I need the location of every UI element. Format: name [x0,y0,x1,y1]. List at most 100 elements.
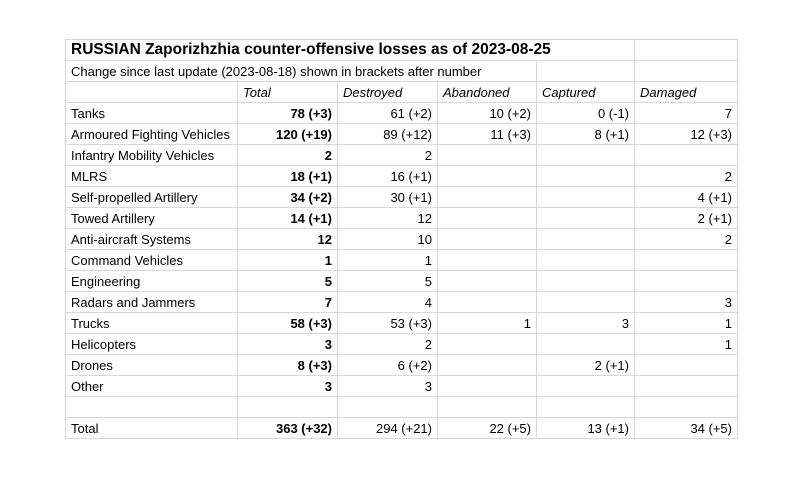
captured-cell: 2 (+1) [536,354,635,376]
table-row: Helicopters 3 2 1 [65,333,738,355]
captured-cell [536,333,635,355]
row-label: Infantry Mobility Vehicles [65,144,238,166]
abandoned-cell: 11 (+3) [437,123,537,145]
row-label: Armoured Fighting Vehicles [65,123,238,145]
total-cell: 18 (+1) [237,165,338,187]
table-row: Engineering 5 5 [65,270,738,292]
table-row: Armoured Fighting Vehicles 120 (+19) 89 … [65,123,738,145]
captured-cell [536,186,635,208]
row-label: Command Vehicles [65,249,238,271]
captured-cell: 8 (+1) [536,123,635,145]
total-cell: 78 (+3) [237,102,338,124]
damaged-cell [634,375,738,397]
table-row: Self-propelled Artillery 34 (+2) 30 (+1)… [65,186,738,208]
total-cell: 5 [237,270,338,292]
destroyed-cell: 16 (+1) [337,165,438,187]
abandoned-cell: 1 [437,312,537,334]
captured-cell [536,375,635,397]
empty-cell [337,396,438,418]
abandoned-cell [437,270,537,292]
destroyed-cell: 1 [337,249,438,271]
row-label: Other [65,375,238,397]
destroyed-cell: 2 [337,144,438,166]
damaged-cell: 2 (+1) [634,207,738,229]
footer-damaged-cell: 34 (+5) [634,417,738,439]
total-cell: 12 [237,228,338,250]
row-label: Trucks [65,312,238,334]
table-row: Tanks 78 (+3) 61 (+2) 10 (+2) 0 (-1) 7 [65,102,738,124]
total-cell: 7 [237,291,338,313]
row-label: Tanks [65,102,238,124]
column-header-destroyed: Destroyed [337,81,438,103]
table-row: Radars and Jammers 7 4 3 [65,291,738,313]
total-cell: 120 (+19) [237,123,338,145]
empty-cell [536,60,635,82]
table-row: Command Vehicles 1 1 [65,249,738,271]
total-cell: 1 [237,249,338,271]
footer-abandoned-cell: 22 (+5) [437,417,537,439]
title-row: RUSSIAN Zaporizhzhia counter-offensive l… [65,39,738,61]
row-label: MLRS [65,165,238,187]
total-cell: 8 (+3) [237,354,338,376]
destroyed-cell: 30 (+1) [337,186,438,208]
destroyed-cell: 3 [337,375,438,397]
table-row: Infantry Mobility Vehicles 2 2 [65,144,738,166]
row-label: Towed Artillery [65,207,238,229]
captured-cell [536,270,635,292]
captured-cell [536,249,635,271]
row-label: Self-propelled Artillery [65,186,238,208]
table-row: MLRS 18 (+1) 16 (+1) 2 [65,165,738,187]
spacer-row [65,396,738,418]
abandoned-cell [437,249,537,271]
table-row: Drones 8 (+3) 6 (+2) 2 (+1) [65,354,738,376]
destroyed-cell: 89 (+12) [337,123,438,145]
column-header-abandoned: Abandoned [437,81,537,103]
empty-cell [634,39,738,61]
destroyed-cell: 12 [337,207,438,229]
abandoned-cell [437,144,537,166]
row-label: Drones [65,354,238,376]
footer-total-row: Total 363 (+32) 294 (+21) 22 (+5) 13 (+1… [65,417,738,439]
captured-cell [536,207,635,229]
damaged-cell: 2 [634,165,738,187]
damaged-cell: 7 [634,102,738,124]
subtitle-row: Change since last update (2023-08-18) sh… [65,60,738,82]
column-header-damaged: Damaged [634,81,738,103]
empty-cell [237,396,338,418]
total-cell: 2 [237,144,338,166]
total-cell: 34 (+2) [237,186,338,208]
damaged-cell [634,354,738,376]
abandoned-cell [437,165,537,187]
captured-cell [536,291,635,313]
abandoned-cell [437,375,537,397]
empty-cell [634,60,738,82]
row-label: Anti-aircraft Systems [65,228,238,250]
damaged-cell: 1 [634,333,738,355]
abandoned-cell: 10 (+2) [437,102,537,124]
captured-cell: 3 [536,312,635,334]
destroyed-cell: 10 [337,228,438,250]
destroyed-cell: 53 (+3) [337,312,438,334]
damaged-cell: 12 (+3) [634,123,738,145]
empty-cell [634,396,738,418]
empty-cell [536,396,635,418]
abandoned-cell [437,291,537,313]
abandoned-cell [437,333,537,355]
destroyed-cell: 4 [337,291,438,313]
table-row: Towed Artillery 14 (+1) 12 2 (+1) [65,207,738,229]
damaged-cell: 2 [634,228,738,250]
abandoned-cell [437,354,537,376]
total-cell: 3 [237,375,338,397]
row-label: Radars and Jammers [65,291,238,313]
footer-destroyed-cell: 294 (+21) [337,417,438,439]
total-cell: 3 [237,333,338,355]
column-header-total: Total [237,81,338,103]
captured-cell [536,144,635,166]
destroyed-cell: 61 (+2) [337,102,438,124]
abandoned-cell [437,228,537,250]
captured-cell [536,165,635,187]
captured-cell: 0 (-1) [536,102,635,124]
table-row: Trucks 58 (+3) 53 (+3) 1 3 1 [65,312,738,334]
damaged-cell: 3 [634,291,738,313]
